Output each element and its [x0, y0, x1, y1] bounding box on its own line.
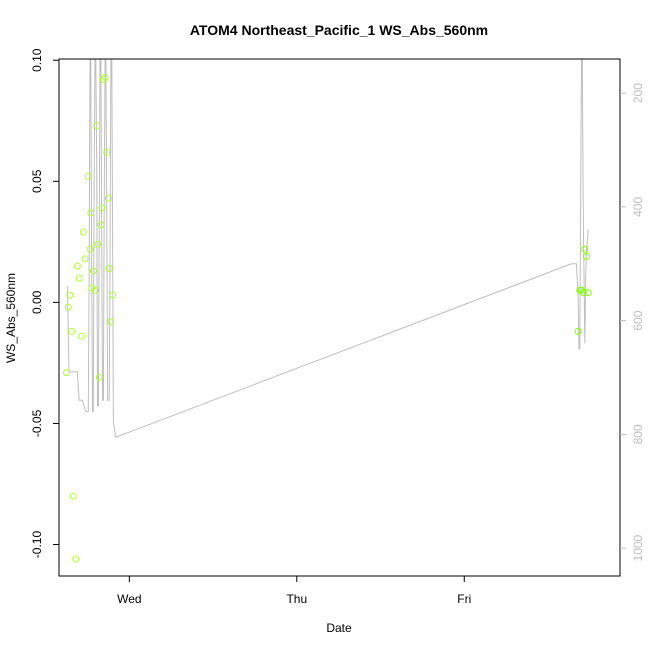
y-tick-label: 0.10 [30, 48, 44, 72]
right-tick-label: 1000 [631, 534, 645, 561]
data-point-0-26 [105, 265, 113, 272]
data-point-0-20 [97, 221, 105, 229]
data-point-0-11 [84, 172, 92, 180]
x-tick-label: Wed [117, 592, 141, 606]
y-tick-label: 0.05 [30, 169, 44, 193]
data-point-0-25 [104, 194, 112, 202]
right-axis: 200 400 600 800 1000 [620, 83, 645, 561]
data-point-0-3 [68, 327, 76, 335]
y-tick-label: -0.10 [30, 531, 44, 559]
right-tick-label: 600 [631, 310, 645, 330]
data-point-1-6 [584, 289, 592, 297]
data-point-0-13 [87, 209, 95, 217]
data-point-1-5 [583, 252, 590, 260]
data-point-0-24 [103, 148, 111, 156]
data-point-0-9 [79, 228, 87, 236]
data-point-0-2 [66, 291, 74, 299]
bottom-axis: Wed Thu Fri [117, 576, 471, 606]
data-point-0-12 [86, 245, 94, 253]
data-point-1-3 [579, 289, 587, 297]
data-point-0-0 [63, 369, 70, 377]
data-point-0-27 [107, 318, 115, 326]
data-point-0-10 [81, 255, 89, 263]
data-point-0-8 [78, 332, 86, 340]
point-layer [63, 73, 592, 563]
chart-title: ATOM4 Northeast_Pacific_1 WS_Abs_560nm [190, 22, 488, 38]
data-point-0-17 [93, 122, 101, 130]
left-axis: -0.10 -0.05 0.00 0.05 0.10 [30, 48, 59, 558]
right-tick-label: 800 [631, 424, 645, 444]
right-tick-label: 200 [631, 83, 645, 103]
x-tick-label: Thu [286, 592, 307, 606]
data-point-0-28 [109, 291, 117, 299]
data-point-0-21 [98, 204, 106, 212]
y-axis-label: WS_Abs_560nm [4, 273, 18, 363]
data-point-0-19 [95, 373, 103, 381]
data-point-0-1 [64, 303, 72, 311]
data-point-0-6 [73, 262, 81, 270]
data-point-0-23 [101, 73, 109, 81]
data-point-0-4 [69, 492, 77, 500]
data-point-0-7 [75, 274, 83, 282]
plot-area [63, 59, 592, 563]
data-point-0-16 [91, 286, 99, 294]
data-point-0-18 [94, 240, 101, 248]
data-point-0-15 [89, 267, 97, 275]
x-tick-label: Fri [457, 592, 471, 606]
y-tick-label: 0.00 [30, 290, 44, 314]
x-axis-label: Date [326, 621, 352, 635]
y-tick-label: -0.05 [30, 409, 44, 437]
plot-frame [58, 58, 621, 577]
data-point-1-0 [574, 327, 582, 335]
data-point-0-5 [72, 555, 80, 563]
data-point-1-4 [581, 245, 589, 253]
right-tick-label: 400 [631, 197, 645, 217]
